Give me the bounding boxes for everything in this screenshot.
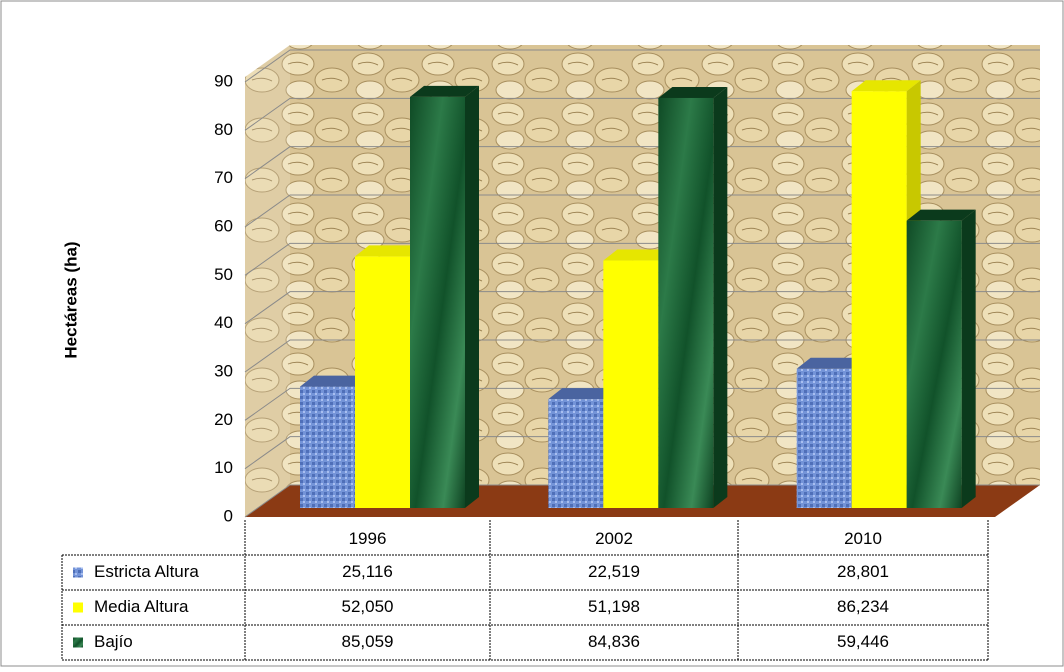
table-value: 51,198 — [588, 597, 640, 616]
grid-line — [244, 387, 1040, 421]
bar-front — [906, 220, 962, 508]
x-tick-label: 2010 — [844, 529, 882, 548]
y-tick-label: 20 — [214, 410, 233, 429]
bar — [658, 86, 728, 508]
legend-swatch — [73, 637, 83, 648]
bar-front — [658, 97, 714, 508]
bar-front — [410, 96, 465, 508]
legend-swatch — [73, 602, 83, 613]
grid-line — [244, 146, 1040, 180]
table-grid — [61, 520, 989, 661]
y-tick-label: 90 — [214, 71, 233, 90]
bar-front — [796, 368, 852, 508]
bar — [410, 85, 479, 508]
grid-line — [244, 49, 1040, 83]
grid-line — [244, 339, 1040, 373]
bar-front — [355, 256, 410, 508]
y-tick-label: 10 — [214, 458, 233, 477]
table-value: 86,234 — [837, 597, 889, 616]
table-value: 85,059 — [342, 632, 394, 651]
bar-side — [961, 209, 976, 508]
y-tick-label: 0 — [224, 506, 233, 525]
table-value: 59,446 — [837, 632, 889, 651]
grid-line — [244, 242, 1040, 276]
bar-top — [796, 357, 866, 369]
bar-top — [355, 245, 424, 257]
table-value: 25,116 — [342, 562, 393, 581]
bar-top — [410, 85, 479, 97]
y-axis-title: Hectáreas (ha) — [61, 241, 80, 358]
bar-front — [603, 260, 659, 508]
grid-line — [244, 97, 1040, 131]
grid-line — [244, 194, 1040, 228]
y-tick-label: 50 — [214, 265, 233, 284]
legend-label: Media Altura — [94, 597, 189, 616]
bar — [906, 209, 976, 508]
table-value: 52,050 — [342, 597, 394, 616]
bar-side — [465, 85, 479, 508]
grid-line — [244, 291, 1040, 325]
bar-top — [300, 375, 369, 387]
y-tick-label: 30 — [214, 361, 233, 380]
table-value: 84,836 — [588, 632, 640, 651]
bar-front — [548, 399, 604, 508]
y-tick-label: 80 — [214, 120, 233, 139]
legend-label: Estricta Altura — [94, 562, 199, 581]
bar-top — [658, 86, 728, 98]
x-tick-label: 1996 — [349, 529, 387, 548]
bar-side — [713, 86, 728, 508]
y-tick-label: 70 — [214, 168, 233, 187]
bar-top — [906, 209, 976, 221]
x-tick-label: 2002 — [595, 529, 633, 548]
bar-top — [603, 249, 673, 261]
table-value: 22,519 — [588, 562, 640, 581]
legend-swatch — [73, 567, 83, 578]
side-wall — [245, 45, 290, 517]
y-tick-label: 60 — [214, 216, 233, 235]
grid-line — [244, 484, 1040, 518]
bar-top — [548, 388, 618, 400]
y-tick-label: 40 — [214, 313, 233, 332]
table-value: 28,801 — [837, 562, 889, 581]
grid-line — [244, 436, 1040, 470]
bar-top — [851, 80, 921, 92]
legend-label: Bajío — [94, 632, 133, 651]
bar-front — [300, 386, 355, 508]
bar-front — [851, 91, 907, 508]
